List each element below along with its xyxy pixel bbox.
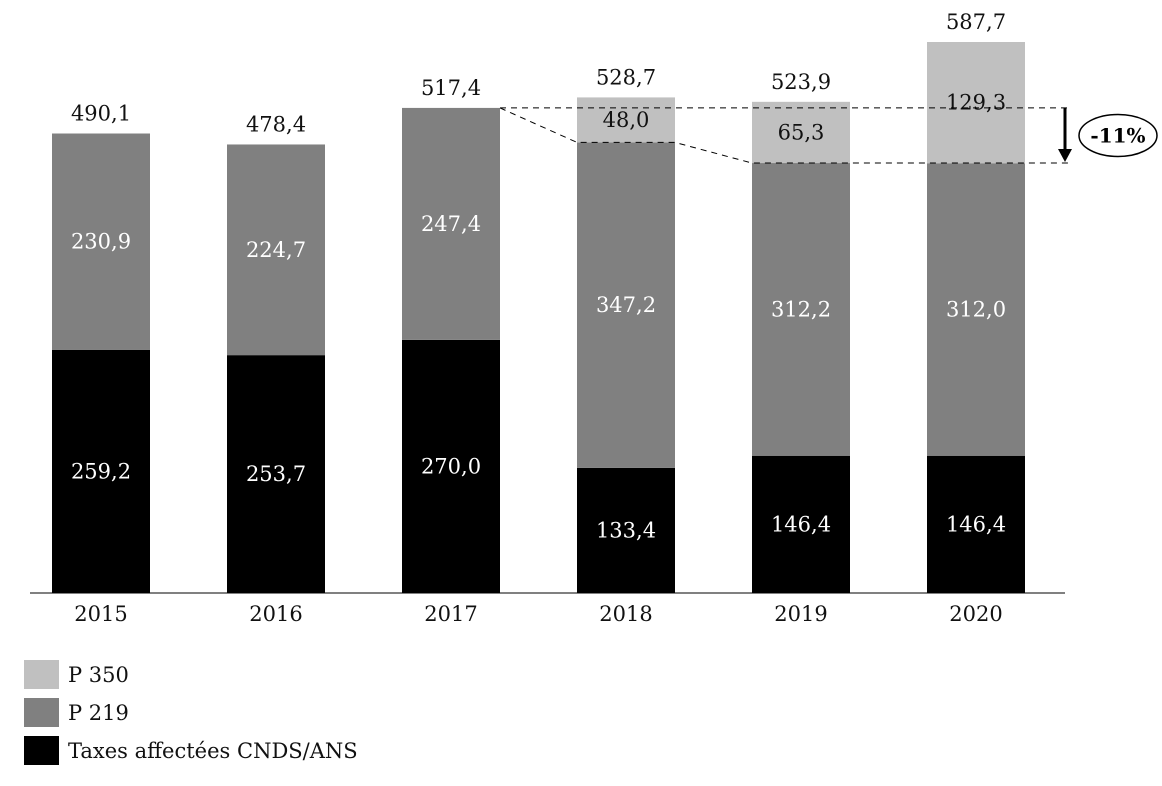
bar-segment-0-2017 — [402, 339, 500, 593]
x-tick-label-2019: 2019 — [774, 602, 828, 626]
legend-item-p219: P 219 — [24, 698, 358, 727]
decrease-arrow-icon — [1058, 149, 1072, 163]
segment-label-1-2017: 247,4 — [421, 212, 481, 236]
total-label-2015: 490,1 — [71, 102, 131, 126]
total-label-2019: 523,9 — [771, 70, 831, 94]
segment-label-2-2019: 65,3 — [778, 120, 825, 144]
bar-segment-1-2015 — [52, 133, 150, 350]
legend-item-p350: P 350 — [24, 660, 358, 689]
bar-segment-0-2016 — [227, 355, 325, 593]
segment-label-0-2020: 146,4 — [946, 512, 1006, 536]
total-label-2018: 528,7 — [596, 65, 656, 89]
x-tick-labels: 2015 2016 2017 2018 2019 2020 — [0, 598, 1162, 638]
bar-segment-1-2016 — [227, 144, 325, 356]
segment-label-1-2015: 230,9 — [71, 230, 131, 254]
annotation-layer: -11% — [499, 107, 1158, 164]
bar-segment-2-2018 — [577, 97, 675, 143]
total-label-2020: 587,7 — [946, 10, 1006, 34]
segment-label-2-2018: 48,0 — [603, 108, 650, 132]
bar-segment-2-2020 — [927, 42, 1025, 164]
annotation-label: -11% — [1090, 123, 1145, 147]
reference-line-trend — [499, 107, 1072, 164]
annotation-bubble — [1078, 113, 1158, 158]
segment-label-0-2016: 253,7 — [246, 462, 306, 486]
segment-label-1-2020: 312,0 — [946, 297, 1006, 321]
bar-segment-1-2017 — [402, 107, 500, 340]
total-label-2017: 517,4 — [421, 76, 481, 100]
data-labels-layer: 259,2 230,9 490,1 253,7 224,7 478,4 270,0 247,4… — [71, 10, 1006, 542]
legend: P 350 P 219 Taxes affectées CNDS/ANS — [24, 660, 358, 774]
legend-label-taxes: Taxes affectées CNDS/ANS — [68, 738, 358, 763]
legend-swatch-p350 — [24, 660, 59, 689]
x-tick-label-2020: 2020 — [949, 602, 1003, 626]
bar-segment-1-2019 — [752, 163, 850, 456]
bar-segment-0-2020 — [927, 455, 1025, 593]
bar-segment-1-2020 — [927, 163, 1025, 456]
segment-label-1-2019: 312,2 — [771, 297, 831, 321]
segment-label-0-2019: 146,4 — [771, 512, 831, 536]
x-tick-label-2018: 2018 — [599, 602, 653, 626]
bar-segment-1-2018 — [577, 142, 675, 468]
segment-label-2-2020: 129,3 — [946, 91, 1006, 115]
legend-swatch-taxes — [24, 736, 59, 765]
segment-label-0-2017: 270,0 — [421, 454, 481, 478]
stacked-bar-chart: 259,2 230,9 490,1 253,7 224,7 478,4 270,0 247,4… — [30, 10, 1158, 594]
legend-label-p350: P 350 — [68, 662, 129, 687]
x-tick-label-2017: 2017 — [424, 602, 478, 626]
total-label-2016: 478,4 — [246, 112, 306, 136]
segment-label-0-2018: 133,4 — [596, 518, 656, 542]
bar-segment-0-2018 — [577, 467, 675, 593]
segment-label-1-2016: 224,7 — [246, 238, 306, 262]
segment-label-1-2018: 347,2 — [596, 293, 656, 317]
legend-swatch-p219 — [24, 698, 59, 727]
bar-segment-2-2019 — [752, 101, 850, 164]
x-tick-label-2016: 2016 — [249, 602, 303, 626]
bar-segment-0-2015 — [52, 349, 150, 593]
bars-layer — [52, 42, 1025, 593]
x-tick-label-2015: 2015 — [74, 602, 128, 626]
legend-item-taxes: Taxes affectées CNDS/ANS — [24, 736, 358, 765]
bar-segment-0-2019 — [752, 455, 850, 593]
legend-label-p219: P 219 — [68, 700, 129, 725]
segment-label-0-2015: 259,2 — [71, 459, 131, 483]
